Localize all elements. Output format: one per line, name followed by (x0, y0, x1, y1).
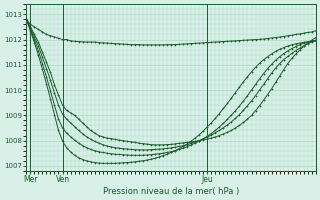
X-axis label: Pression niveau de la mer( hPa ): Pression niveau de la mer( hPa ) (103, 187, 239, 196)
